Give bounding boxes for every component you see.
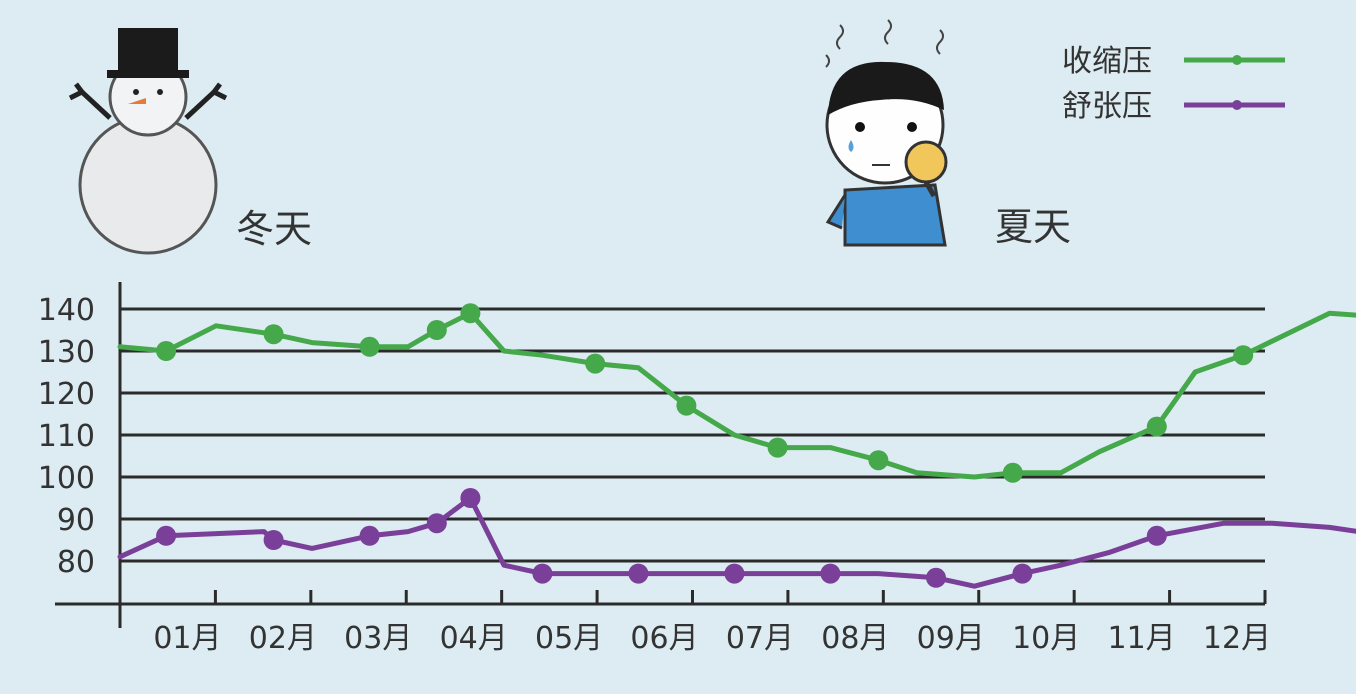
- data-point: [820, 563, 841, 584]
- y-tick-label: 100: [38, 461, 95, 496]
- x-tick-label: 05月: [535, 621, 603, 656]
- data-point: [724, 563, 745, 584]
- x-tick-label: 07月: [726, 621, 794, 656]
- data-point: [1012, 563, 1033, 584]
- x-tick-label: 03月: [344, 621, 412, 656]
- series-layer: [117, 303, 1356, 589]
- legend-systolic-marker: [1232, 55, 1242, 65]
- legend-diastolic-label: 舒张压: [1062, 89, 1152, 124]
- y-tick-label: 80: [57, 545, 95, 580]
- data-point: [585, 353, 606, 374]
- data-point: [767, 437, 788, 458]
- x-tick-label: 08月: [821, 621, 889, 656]
- snowman-icon: [68, 28, 228, 255]
- winter-label: 冬天: [236, 207, 312, 251]
- y-tick-label: 90: [57, 503, 95, 538]
- data-point: [926, 567, 946, 588]
- axes: 140 130 120 110 100 90 80 01月 02月 03月 04月 05月 06月 07月…: [38, 282, 1271, 656]
- data-point: [1146, 416, 1167, 437]
- legend: 收缩压 舒张压: [1062, 44, 1285, 124]
- grid-lines: [120, 307, 1265, 563]
- y-tick-label: 140: [38, 293, 95, 328]
- data-point: [359, 336, 380, 357]
- sweating-person-with-fan-icon: [825, 19, 948, 247]
- x-tick-label: 04月: [440, 621, 508, 656]
- data-point: [426, 513, 447, 534]
- data-point: [156, 341, 177, 361]
- data-point: [676, 395, 697, 416]
- x-tick-label: 11月: [1107, 621, 1175, 656]
- data-point: [532, 563, 553, 584]
- x-tick-label: 02月: [249, 621, 317, 656]
- legend-systolic-label: 收缩压: [1062, 44, 1152, 79]
- data-point: [263, 530, 284, 550]
- y-tick-label: 110: [38, 419, 95, 454]
- data-point: [156, 525, 177, 546]
- data-point: [263, 324, 284, 345]
- data-point: [628, 563, 649, 584]
- data-point: [359, 525, 380, 546]
- data-point: [868, 450, 889, 471]
- legend-diastolic-marker: [1232, 100, 1242, 110]
- x-tick-label: 01月: [153, 621, 221, 656]
- summer-label: 夏天: [995, 205, 1071, 249]
- data-point: [1002, 462, 1023, 483]
- data-point: [1233, 345, 1254, 366]
- x-tick-label: 06月: [630, 621, 698, 656]
- series-line-0: [117, 310, 1356, 480]
- x-tick-label: 10月: [1012, 621, 1080, 656]
- x-tick-label: 12月: [1203, 621, 1271, 656]
- data-point: [1146, 525, 1167, 546]
- data-point: [460, 488, 481, 508]
- data-point: [460, 303, 481, 324]
- y-tick-label: 130: [38, 335, 95, 370]
- y-tick-label: 120: [38, 377, 95, 412]
- data-point: [426, 320, 447, 340]
- x-tick-label: 09月: [917, 621, 985, 656]
